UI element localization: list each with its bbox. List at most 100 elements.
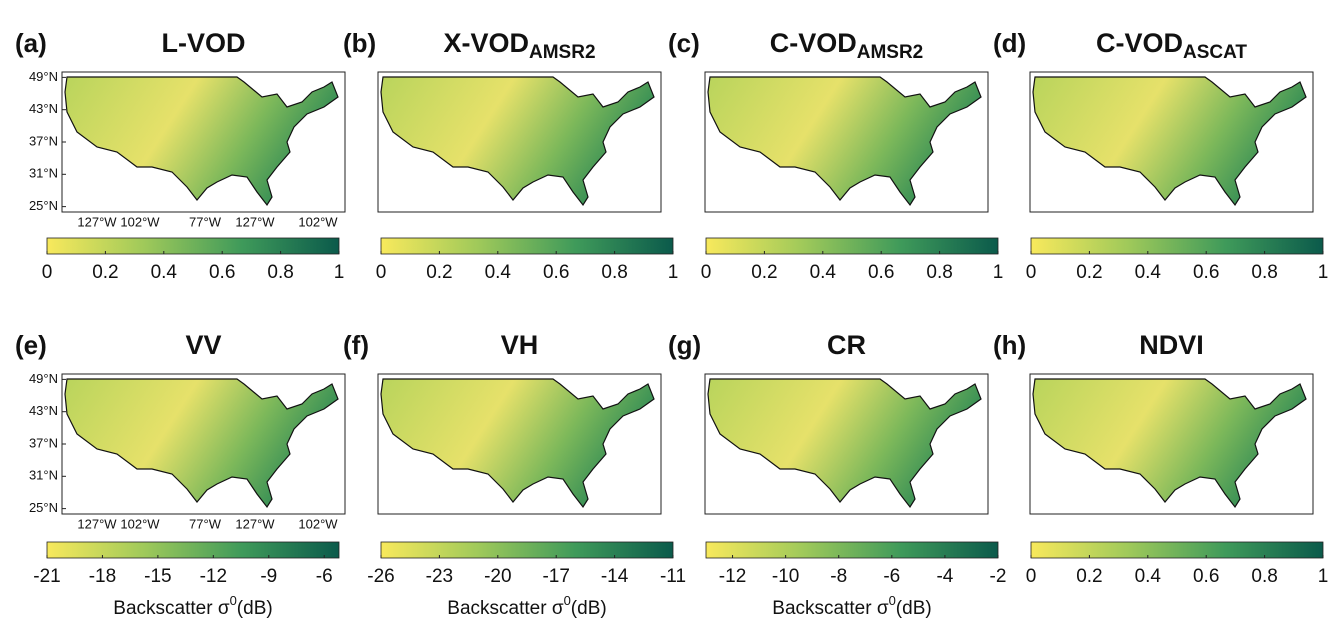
- colorbar-tick-label: 0.8: [601, 262, 627, 283]
- colorbar: [46, 237, 340, 255]
- colorbar-tick-label: 0.6: [1193, 566, 1219, 587]
- colorbar-label-text: Backscatter σ: [447, 598, 564, 619]
- colorbar-tick-label: -6: [316, 566, 333, 587]
- colorbar-tick-label: 0.2: [426, 262, 452, 283]
- colorbar-label-text: Backscatter σ: [113, 598, 230, 619]
- title-main: X-VOD: [443, 28, 529, 58]
- colorbar: [705, 237, 999, 255]
- title-main: L-VOD: [162, 28, 246, 58]
- lon-tick-label: 77°W: [189, 214, 222, 229]
- colorbar: [380, 541, 674, 559]
- lon-tick-label: 102°W: [298, 516, 338, 531]
- panel-title: CR: [827, 330, 866, 360]
- colorbar: [1030, 237, 1324, 255]
- colorbar-tick-label: -2: [990, 566, 1007, 587]
- lat-tick-label: 43°N: [29, 403, 58, 418]
- lon-tick-label: 127°W: [235, 214, 275, 229]
- colorbar: [1030, 541, 1324, 559]
- lon-tick-label: 127°W: [77, 516, 117, 531]
- lat-tick-label: 25°N: [29, 198, 58, 213]
- colorbar-tick-label: 0.4: [151, 262, 178, 283]
- colorbar-tick-label: 0.4: [1135, 262, 1162, 283]
- title-main: CR: [827, 330, 866, 360]
- colorbar-label-unit: (dB): [896, 598, 932, 619]
- colorbar-label: Backscatter σ0(dB): [772, 593, 931, 619]
- lon-tick-label: 127°W: [77, 214, 117, 229]
- colorbar-label-unit: (dB): [237, 598, 273, 619]
- title-main: C-VOD: [770, 28, 857, 58]
- colorbar-tick-label: 0: [701, 262, 712, 283]
- title-main: NDVI: [1139, 330, 1204, 360]
- colorbar-tick-label: 1: [1318, 566, 1329, 587]
- panel-label: (e): [15, 330, 47, 360]
- colorbar-tick-label: 1: [334, 262, 345, 283]
- colorbar-tick-label: 0.6: [543, 262, 569, 283]
- panel-title: L-VOD: [162, 28, 246, 58]
- colorbar-label-unit: (dB): [571, 598, 607, 619]
- colorbar-label: Backscatter σ0(dB): [113, 593, 272, 619]
- panel-label: (a): [15, 28, 47, 58]
- colorbar-tick-label: -11: [660, 566, 686, 587]
- colorbar-tick-label: 0.6: [868, 262, 894, 283]
- colorbar-tick-label: -21: [33, 566, 60, 587]
- colorbar: [46, 541, 340, 559]
- lat-tick-label: 31°N: [29, 166, 58, 181]
- lon-tick-label: 102°W: [298, 214, 338, 229]
- lat-tick-label: 37°N: [29, 435, 58, 450]
- colorbar-tick-label: 0.2: [1076, 566, 1102, 587]
- colorbar-tick-label: -10: [772, 566, 799, 587]
- panel-title: NDVI: [1139, 330, 1204, 360]
- lon-tick-label: 127°W: [235, 516, 275, 531]
- lat-tick-label: 37°N: [29, 133, 58, 148]
- panel-title: X-VODAMSR2: [443, 28, 595, 63]
- colorbar-tick-label: -26: [367, 566, 394, 587]
- panel-label: (d): [993, 28, 1026, 58]
- colorbar-tick-label: 0: [42, 262, 53, 283]
- colorbar-tick-label: -14: [601, 566, 629, 587]
- colorbar-label: Backscatter σ0(dB): [447, 593, 606, 619]
- panel-title: C-VODAMSR2: [770, 28, 924, 63]
- colorbar-tick-label: 0: [376, 262, 387, 283]
- title-main: C-VOD: [1096, 28, 1183, 58]
- panel-title: VH: [501, 330, 539, 360]
- title-main: VH: [501, 330, 539, 360]
- colorbar-tick-label: 0: [1026, 262, 1037, 283]
- lat-tick-label: 43°N: [29, 101, 58, 116]
- colorbar-label-text: Backscatter σ: [772, 598, 889, 619]
- panel-label: (c): [668, 28, 700, 58]
- colorbar-tick-label: -23: [426, 566, 453, 587]
- lon-tick-label: 102°W: [120, 516, 160, 531]
- colorbar-tick-label: -12: [200, 566, 227, 587]
- colorbar-tick-label: 0.8: [267, 262, 293, 283]
- colorbar-tick-label: 0.4: [810, 262, 837, 283]
- colorbar-tick-label: 0.6: [1193, 262, 1219, 283]
- colorbar-tick-label: 0.4: [1135, 566, 1162, 587]
- colorbar-tick-label: -9: [260, 566, 277, 587]
- lon-tick-label: 102°W: [120, 214, 160, 229]
- colorbar-tick-label: 0.8: [1251, 566, 1277, 587]
- colorbar-label-sup: 0: [564, 593, 571, 608]
- title-subscript: AMSR2: [857, 42, 924, 63]
- colorbar: [380, 237, 674, 255]
- colorbar-tick-label: -20: [484, 566, 511, 587]
- colorbar-tick-label: -17: [542, 566, 569, 587]
- lat-tick-label: 49°N: [29, 371, 58, 386]
- colorbar-tick-label: 1: [1318, 262, 1329, 283]
- title-subscript: ASCAT: [1183, 42, 1247, 63]
- title-subscript: AMSR2: [529, 42, 596, 63]
- colorbar: [705, 541, 999, 559]
- colorbar-tick-label: 0: [1026, 566, 1037, 587]
- colorbar-tick-label: -18: [89, 566, 116, 587]
- lat-tick-label: 49°N: [29, 69, 58, 84]
- panel-label: (h): [993, 330, 1026, 360]
- panel-label: (b): [343, 28, 376, 58]
- panel-title: C-VODASCAT: [1096, 28, 1247, 63]
- lat-tick-label: 31°N: [29, 468, 58, 483]
- colorbar-tick-label: 0.6: [209, 262, 235, 283]
- colorbar-tick-label: -15: [144, 566, 171, 587]
- colorbar-tick-label: 0.4: [485, 262, 512, 283]
- panel-label: (f): [343, 330, 369, 360]
- colorbar-tick-label: 1: [993, 262, 1004, 283]
- title-main: VV: [185, 330, 221, 360]
